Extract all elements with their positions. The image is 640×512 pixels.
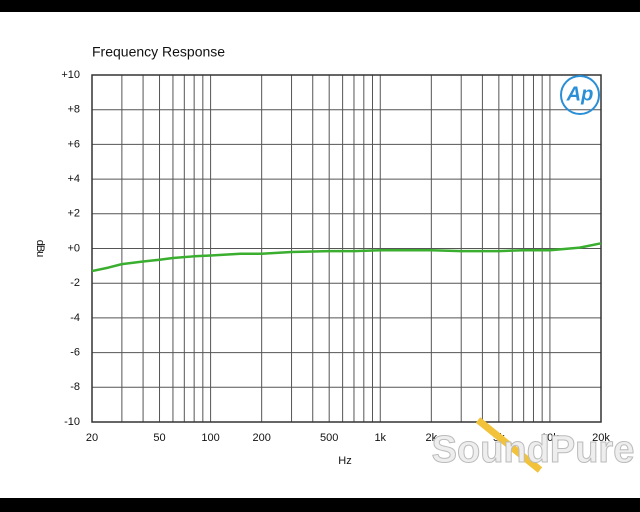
series-line <box>91 242 602 273</box>
y-tick-label: +4 <box>67 173 80 185</box>
watermark: SoundPure <box>432 429 635 471</box>
y-tick-label: +10 <box>61 69 80 81</box>
x-tick-label: 50 <box>153 432 165 444</box>
y-tick-label: -4 <box>70 312 80 324</box>
plot-frame <box>91 74 602 423</box>
watermark-pencil <box>475 417 543 473</box>
x-tick-label: 1k <box>374 432 386 444</box>
y-axis-label-text: dBu <box>34 240 46 257</box>
x-tick-label: 20k <box>592 432 610 444</box>
y-tick-label: +8 <box>67 104 80 116</box>
logo-ring <box>560 75 600 115</box>
x-tick-label: 2k <box>426 432 438 444</box>
x-tick-label: 20 <box>86 432 98 444</box>
y-tick-label: -6 <box>70 347 80 359</box>
y-tick-label: -10 <box>64 416 80 428</box>
x-tick-label: 10k <box>541 432 559 444</box>
y-tick-label: -8 <box>70 381 80 393</box>
y-tick-label: +6 <box>67 138 80 150</box>
logo: Ap <box>566 83 594 105</box>
x-tick-label: 100 <box>201 432 219 444</box>
x-tick-label: 500 <box>320 432 338 444</box>
chart-title: Frequency Response <box>92 44 225 60</box>
y-tick-label: -2 <box>70 277 80 289</box>
y-tick-label: +0 <box>67 242 80 254</box>
x-axis-label: Hz <box>338 455 351 467</box>
y-tick-label: +2 <box>67 208 80 220</box>
background <box>0 12 640 498</box>
x-tick-label: 200 <box>252 432 270 444</box>
